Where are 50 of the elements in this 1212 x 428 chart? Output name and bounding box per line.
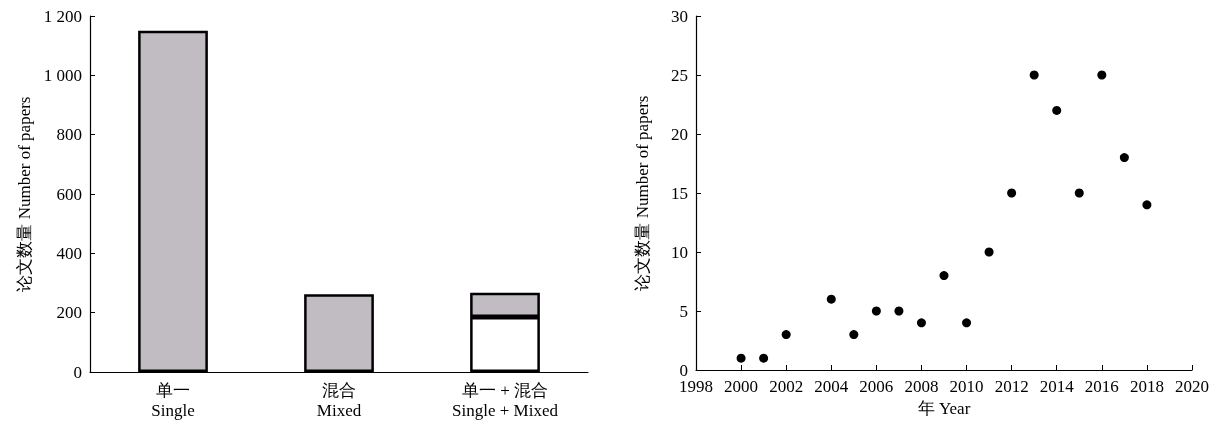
x-tick-label: 2014: [1039, 377, 1075, 396]
point: [916, 318, 926, 328]
y-tick-label: 600: [56, 184, 82, 204]
x-tick-label: 2020: [1175, 377, 1209, 396]
x-tick-label: 2008: [904, 377, 939, 396]
y-tick-label: 20: [671, 124, 688, 144]
x-tick-label: 2006: [859, 377, 894, 396]
y-tick-label: 400: [56, 243, 82, 263]
point: [939, 271, 949, 281]
y-tick-label: 30: [671, 6, 688, 26]
point: [781, 330, 791, 340]
x-tick-label: 2012: [994, 377, 1029, 396]
point: [1074, 188, 1084, 198]
point: [736, 353, 746, 363]
y-tick-label: 1 200: [43, 6, 82, 26]
y-axis-title: 论文数量 Number of papers: [633, 95, 652, 291]
y-tick-label: 0: [679, 360, 688, 380]
point: [1142, 200, 1152, 210]
point: [1119, 153, 1129, 163]
point: [1052, 105, 1062, 115]
y-tick-label: 800: [56, 125, 82, 145]
x-tick-label: 2004: [814, 377, 849, 396]
point: [1007, 188, 1017, 198]
point: [962, 318, 972, 328]
x-axis-title: 年 Year: [917, 399, 971, 418]
point: [894, 306, 904, 316]
y-tick-label: 25: [671, 65, 688, 85]
y-tick-label: 10: [671, 242, 688, 262]
y-tick-label: 5: [679, 301, 688, 321]
point: [826, 294, 836, 304]
x-tick-label: 2016: [1084, 377, 1119, 396]
y-tick-label: 1 000: [43, 65, 82, 85]
x-tick-label: 2010: [949, 377, 984, 396]
point: [1029, 70, 1039, 80]
y-tick-label: 15: [671, 183, 688, 203]
y-axis-title: 论文数量 Number of papers: [14, 96, 34, 292]
x-tick-label: 1998: [679, 377, 713, 396]
y-tick-label: 0: [73, 362, 82, 382]
x-tick-label: 2000: [724, 377, 759, 396]
point: [849, 330, 859, 340]
point: [1097, 70, 1107, 80]
x-tick-label: 单一 + 混合 Single + Mixed: [452, 380, 559, 420]
point: [871, 306, 881, 316]
x-tick-label: 混合 Mixed: [316, 380, 362, 420]
y-tick-label: 200: [56, 303, 82, 323]
point: [759, 353, 769, 363]
x-tick-label: 单一 Single: [151, 380, 195, 420]
point: [984, 247, 994, 257]
x-tick-label: 2018: [1129, 377, 1164, 396]
x-tick-label: 2002: [769, 377, 804, 396]
